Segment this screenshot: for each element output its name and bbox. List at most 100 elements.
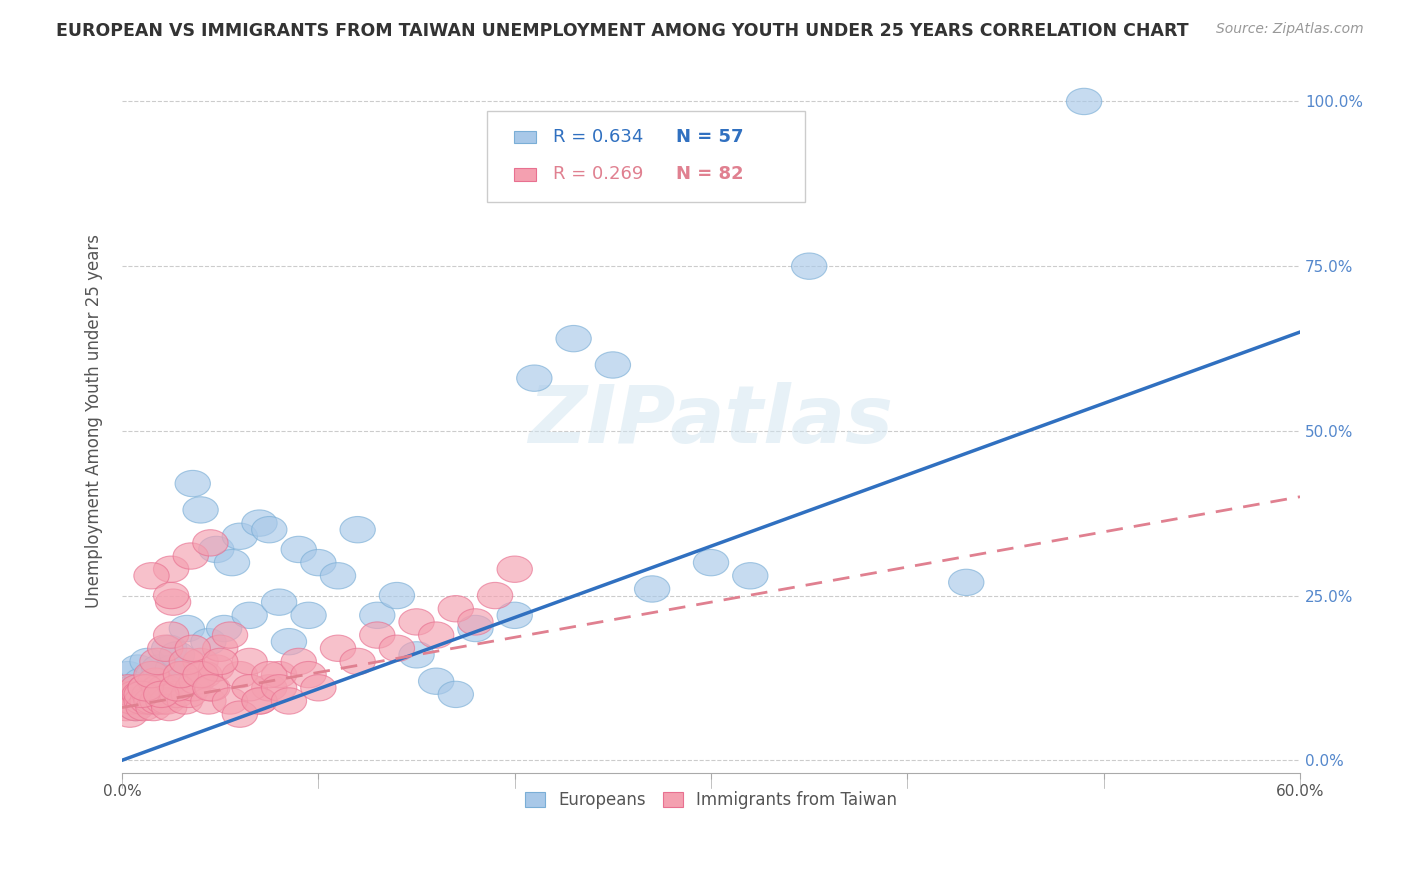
Ellipse shape	[281, 536, 316, 563]
Ellipse shape	[153, 622, 188, 648]
Ellipse shape	[252, 516, 287, 543]
Ellipse shape	[176, 635, 211, 662]
Ellipse shape	[117, 674, 152, 701]
Ellipse shape	[124, 688, 159, 714]
Ellipse shape	[112, 701, 148, 727]
Text: ZIPatlas: ZIPatlas	[529, 382, 894, 460]
Ellipse shape	[179, 668, 214, 694]
Ellipse shape	[139, 648, 176, 674]
Y-axis label: Unemployment Among Youth under 25 years: Unemployment Among Youth under 25 years	[86, 234, 103, 608]
Ellipse shape	[169, 648, 204, 674]
Ellipse shape	[301, 674, 336, 701]
Text: N = 82: N = 82	[676, 165, 744, 183]
Ellipse shape	[291, 602, 326, 629]
Ellipse shape	[132, 674, 167, 701]
Ellipse shape	[110, 662, 146, 688]
Ellipse shape	[173, 543, 208, 569]
Ellipse shape	[138, 668, 173, 694]
Ellipse shape	[169, 615, 204, 641]
Ellipse shape	[439, 596, 474, 622]
Ellipse shape	[380, 635, 415, 662]
Ellipse shape	[134, 662, 169, 688]
Ellipse shape	[1066, 88, 1102, 115]
Ellipse shape	[146, 688, 181, 714]
Ellipse shape	[271, 629, 307, 655]
Ellipse shape	[153, 582, 188, 608]
Text: EUROPEAN VS IMMIGRANTS FROM TAIWAN UNEMPLOYMENT AMONG YOUTH UNDER 25 YEARS CORRE: EUROPEAN VS IMMIGRANTS FROM TAIWAN UNEMP…	[56, 22, 1189, 40]
Ellipse shape	[194, 674, 231, 701]
FancyBboxPatch shape	[515, 130, 536, 144]
Ellipse shape	[152, 694, 187, 721]
Ellipse shape	[129, 688, 166, 714]
Ellipse shape	[120, 674, 156, 701]
Ellipse shape	[128, 674, 163, 701]
Ellipse shape	[232, 602, 267, 629]
Ellipse shape	[555, 326, 592, 351]
Ellipse shape	[110, 674, 146, 701]
FancyBboxPatch shape	[488, 111, 806, 202]
Ellipse shape	[733, 563, 768, 589]
Ellipse shape	[124, 681, 159, 707]
Ellipse shape	[321, 635, 356, 662]
Ellipse shape	[134, 688, 169, 714]
Ellipse shape	[792, 253, 827, 279]
Ellipse shape	[176, 470, 211, 497]
Ellipse shape	[360, 602, 395, 629]
Ellipse shape	[132, 681, 167, 707]
Ellipse shape	[301, 549, 336, 576]
Ellipse shape	[198, 536, 233, 563]
Ellipse shape	[128, 674, 163, 701]
Ellipse shape	[143, 681, 179, 707]
Ellipse shape	[458, 608, 494, 635]
Ellipse shape	[193, 674, 228, 701]
Ellipse shape	[139, 688, 176, 714]
Ellipse shape	[163, 662, 198, 688]
Ellipse shape	[242, 510, 277, 536]
Ellipse shape	[149, 688, 184, 714]
Ellipse shape	[198, 655, 233, 681]
Ellipse shape	[118, 694, 153, 721]
Ellipse shape	[193, 530, 228, 556]
Ellipse shape	[498, 602, 533, 629]
Ellipse shape	[127, 694, 162, 721]
Ellipse shape	[242, 688, 277, 714]
Ellipse shape	[152, 635, 187, 662]
FancyBboxPatch shape	[515, 168, 536, 180]
Ellipse shape	[380, 582, 415, 608]
Ellipse shape	[136, 662, 172, 688]
Ellipse shape	[120, 655, 156, 681]
Ellipse shape	[112, 681, 148, 707]
Ellipse shape	[159, 674, 194, 701]
Ellipse shape	[252, 674, 287, 701]
Ellipse shape	[176, 674, 211, 701]
Ellipse shape	[212, 622, 247, 648]
Ellipse shape	[419, 668, 454, 694]
Ellipse shape	[191, 629, 226, 655]
Ellipse shape	[148, 674, 183, 701]
Ellipse shape	[163, 662, 198, 688]
Ellipse shape	[159, 681, 194, 707]
Ellipse shape	[242, 688, 277, 714]
Ellipse shape	[222, 701, 257, 727]
Ellipse shape	[128, 688, 163, 714]
Ellipse shape	[134, 681, 169, 707]
Ellipse shape	[142, 655, 177, 681]
Ellipse shape	[129, 648, 166, 674]
Ellipse shape	[399, 608, 434, 635]
Text: N = 57: N = 57	[676, 128, 744, 146]
Ellipse shape	[114, 688, 149, 714]
Ellipse shape	[252, 662, 287, 688]
Ellipse shape	[127, 681, 162, 707]
Ellipse shape	[262, 662, 297, 688]
Ellipse shape	[156, 655, 191, 681]
Ellipse shape	[148, 635, 183, 662]
Ellipse shape	[271, 688, 307, 714]
Text: Source: ZipAtlas.com: Source: ZipAtlas.com	[1216, 22, 1364, 37]
Ellipse shape	[156, 589, 191, 615]
Ellipse shape	[202, 648, 238, 674]
Ellipse shape	[142, 674, 177, 701]
Ellipse shape	[172, 681, 207, 707]
Ellipse shape	[148, 674, 183, 701]
Ellipse shape	[222, 523, 257, 549]
Text: R = 0.269: R = 0.269	[553, 165, 644, 183]
